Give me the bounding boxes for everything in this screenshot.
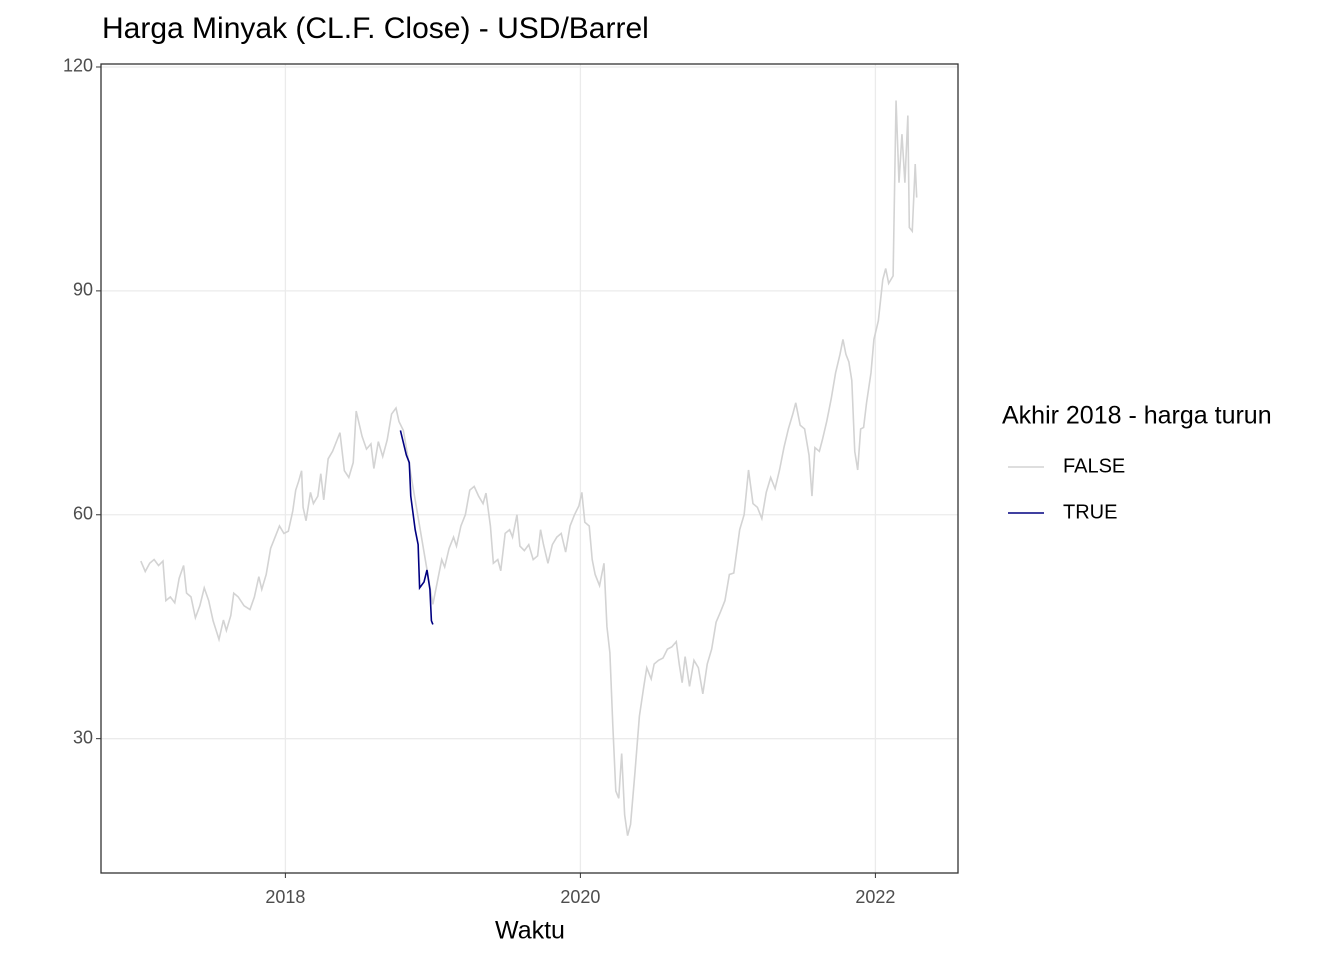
y-tick-label: 120: [63, 56, 93, 76]
series-line: [140, 100, 918, 836]
legend-title: Akhir 2018 - harga turun: [1002, 402, 1272, 430]
chart-title: Harga Minyak (CL.F. Close) - USD/Barrel: [102, 12, 649, 45]
y-tick-label: 30: [73, 727, 93, 747]
x-tick-label: 2018: [265, 887, 305, 907]
legend-label: FALSE: [1063, 455, 1125, 477]
x-axis-label: Waktu: [495, 917, 565, 945]
x-tick-label: 2020: [560, 887, 600, 907]
y-tick-label: 60: [73, 504, 93, 524]
series-line: [399, 430, 434, 625]
legend-label: TRUE: [1063, 501, 1117, 523]
x-tick-label: 2022: [855, 887, 895, 907]
plot-border: [100, 63, 959, 874]
y-tick-label: 90: [73, 280, 93, 300]
